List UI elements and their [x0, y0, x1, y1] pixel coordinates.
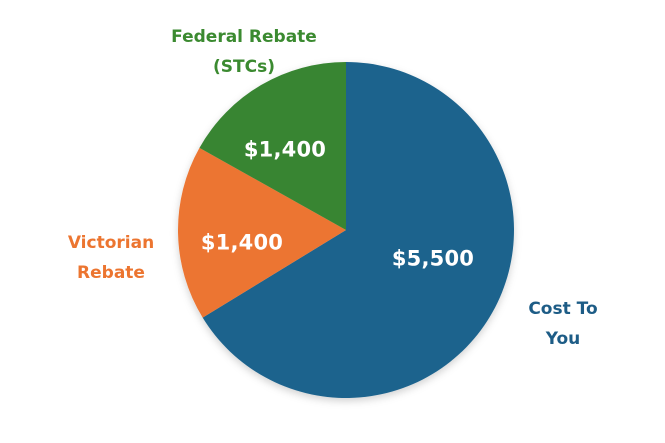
victorian-rebate-label-line1: Victorian [67, 233, 155, 253]
cost-to-you-value: $5,500 [391, 246, 475, 271]
federal-rebate-label-line2: (STCs) [213, 57, 275, 77]
victorian-rebate-label: Victorian Rebate [68, 228, 154, 288]
federal-rebate-label: Federal Rebate (STCs) [171, 22, 317, 82]
victorian-rebate-value: $1,400 [200, 230, 284, 255]
victorian-rebate-label-line2: Rebate [77, 263, 145, 283]
slice-cost-to-you [202, 62, 514, 398]
cost-to-you-label: Cost To You [528, 294, 597, 354]
slice-victorian-rebate [177, 147, 346, 318]
cost-to-you-label-line1: Cost To [528, 299, 598, 319]
federal-rebate-value: $1,400 [243, 137, 327, 162]
slice-federal-rebate [199, 62, 346, 230]
cost-to-you-label-line2: You [545, 329, 581, 349]
federal-rebate-label-line1: Federal Rebate [171, 27, 317, 47]
